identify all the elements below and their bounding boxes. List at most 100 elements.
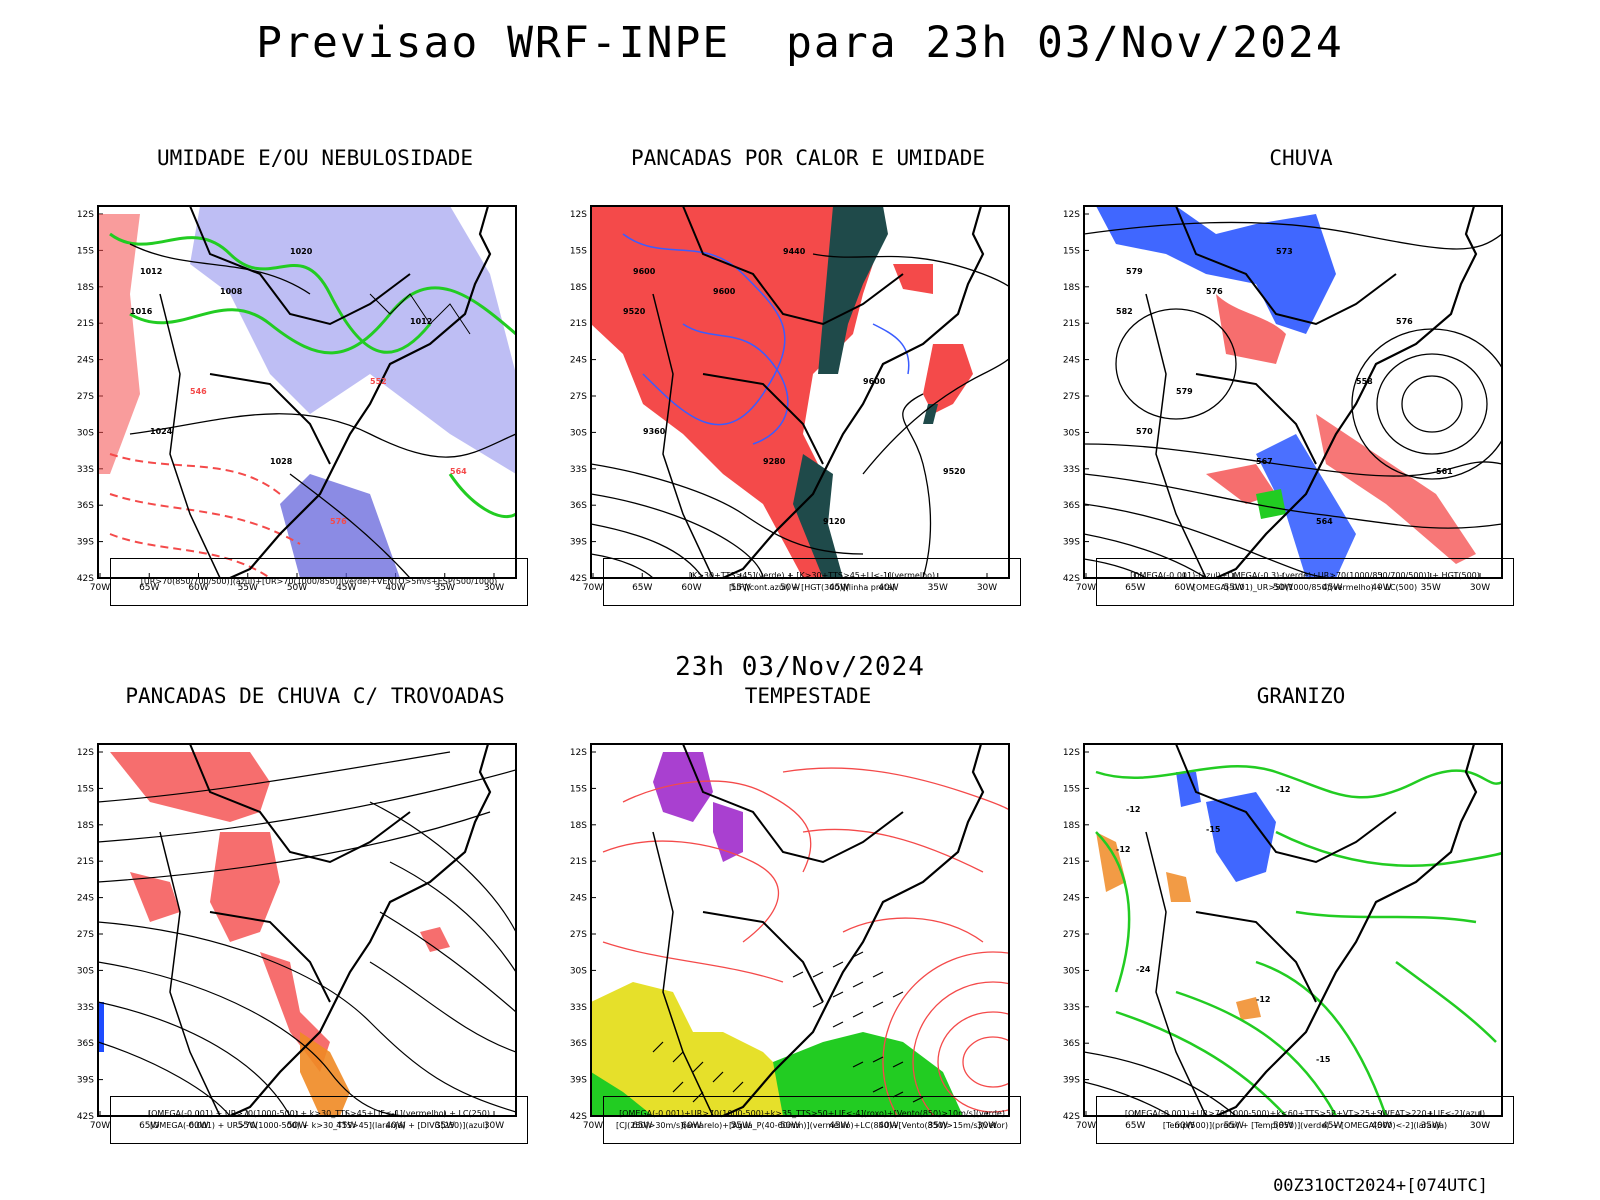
contour-label: 1012 xyxy=(410,317,432,326)
lat-tick-label: 36S xyxy=(77,501,94,511)
lon-tick-label: 50W xyxy=(287,1121,307,1131)
lat-tick-label: 42S xyxy=(570,574,587,584)
lat-tick-label: 36S xyxy=(570,501,587,511)
legend-box: [OMEGA(-0.001) + UR>70(1000-500) + k>30_… xyxy=(110,1096,528,1144)
lat-tick-label: 12S xyxy=(570,748,587,758)
contour-label: 9600 xyxy=(863,377,886,386)
panel-pancadas-calor: PANCADAS POR CALOR E UMIDADE 12S 15S 18S 21… xyxy=(563,146,1053,646)
forecast-time: 23h 03/Nov/2024 xyxy=(675,652,925,682)
lon-tick-label: 35W xyxy=(1421,1121,1441,1131)
lat-tick-label: 18S xyxy=(570,283,587,293)
lon-tick-label: 65W xyxy=(632,583,652,593)
lon-tick-label: 30W xyxy=(1470,583,1490,593)
lat-tick-label: 36S xyxy=(77,1039,94,1049)
contour-label: 582 xyxy=(1116,307,1133,316)
lat-tick-label: 39S xyxy=(77,538,94,548)
lon-tick-label: 30W xyxy=(977,583,997,593)
legend-line-2: [LIF](cont.azul) + [HGT(300)](linha pret… xyxy=(728,583,896,592)
lon-tick-label: 70W xyxy=(90,1121,110,1131)
lat-tick-label: 27S xyxy=(1063,392,1080,402)
lon-tick-label: 40W xyxy=(1371,583,1391,593)
lat-tick-label: 36S xyxy=(570,1039,587,1049)
contour-label: 579 xyxy=(1126,267,1143,276)
lat-tick-label: 12S xyxy=(77,210,94,220)
legend-line-1: [OMEGA(-0.001) + UR>70(1000-500) + k>30_… xyxy=(147,1109,491,1118)
lon-tick-label: 50W xyxy=(780,1121,800,1131)
lat-tick-label: 12S xyxy=(1063,748,1080,758)
lat-tick-label: 42S xyxy=(1063,1112,1080,1122)
lat-tick-label: 33S xyxy=(77,465,94,475)
lon-tick-label: 45W xyxy=(336,583,356,593)
contour-label: 9600 xyxy=(713,287,736,296)
contour-label: -15 xyxy=(1316,1055,1331,1064)
lon-tick-label: 45W xyxy=(336,1121,356,1131)
contour-label: -24 xyxy=(1136,965,1151,974)
panel-granizo: GRANIZO 12S 15S 18S 21S 24S 27S 30S 33S 36S 39S 42… xyxy=(1056,684,1546,1184)
lat-tick-label: 30S xyxy=(1063,428,1080,438)
lat-tick-label: 24S xyxy=(570,894,587,904)
lat-tick-label: 21S xyxy=(1063,319,1080,329)
lat-tick-label: 42S xyxy=(77,1112,94,1122)
lon-tick-label: 60W xyxy=(1174,1121,1194,1131)
lon-tick-label: 65W xyxy=(1125,1121,1145,1131)
lon-tick-label: 45W xyxy=(1322,583,1342,593)
lat-tick-label: 33S xyxy=(570,465,587,475)
lat-tick-label: 24S xyxy=(1063,894,1080,904)
lon-tick-label: 40W xyxy=(878,1121,898,1131)
map-granizo: 12S 15S 18S 21S 24S 27S 30S 33S 36S 39S 42S 70W 65W 6… xyxy=(1056,712,1546,1132)
contour-label: 9280 xyxy=(763,457,786,466)
lon-tick-label: 70W xyxy=(583,1121,603,1131)
lon-tick-label: 55W xyxy=(238,583,258,593)
panel-title: PANCADAS POR CALOR E UMIDADE xyxy=(630,146,985,170)
panel-title: TEMPESTADE xyxy=(744,684,872,708)
lon-tick-label: 55W xyxy=(238,1121,258,1131)
lat-tick-label: 39S xyxy=(1063,538,1080,548)
panel-umidade: UMIDADE E/OU NEBULOSIDADE 12S 15S 18S 21S 24… xyxy=(70,146,560,646)
map-chuva: 12S 15S 18S 21S 24S 27S 30S 33S 36S 39S 42S 70W 65W 6… xyxy=(1056,174,1546,594)
lon-tick-label: 70W xyxy=(90,583,110,593)
contour-label: 564 xyxy=(450,467,467,476)
lat-tick-label: 33S xyxy=(77,1003,94,1013)
lon-tick-label: 35W xyxy=(435,583,455,593)
lon-tick-label: 45W xyxy=(829,1121,849,1131)
lat-tick-label: 21S xyxy=(570,857,587,867)
panel-chuva: CHUVA 12S 15S 18S 21S 24S 27S 30S 33S 36S 39S 42S 7… xyxy=(1056,146,1546,646)
lat-tick-label: 27S xyxy=(77,392,94,402)
legend-line-1: [UR>70(850/700/500)](azul)+[UR>70(1000/8… xyxy=(140,577,498,586)
contour-label: 9120 xyxy=(823,517,846,526)
lat-tick-label: 42S xyxy=(570,1112,587,1122)
contour-label: 570 xyxy=(1136,427,1153,436)
legend-box: [OMEGA(-0.001)+UR>70(1000-500)+k>35_TTS>… xyxy=(603,1096,1021,1144)
lat-tick-label: 15S xyxy=(77,246,94,256)
contour-label: 579 xyxy=(1176,387,1193,396)
lat-tick-label: 42S xyxy=(77,574,94,584)
lat-tick-label: 21S xyxy=(77,857,94,867)
lon-tick-label: 50W xyxy=(780,583,800,593)
lon-tick-label: 55W xyxy=(1224,583,1244,593)
contour-label: -12 xyxy=(1116,845,1130,854)
lat-tick-label: 24S xyxy=(570,356,587,366)
legend-line-2: [OMEGA(-0.01)_UR>50(1000/850)(vermelho) … xyxy=(1192,583,1418,592)
lat-tick-label: 27S xyxy=(1063,930,1080,940)
contour-label: -12 xyxy=(1276,785,1290,794)
lon-tick-label: 60W xyxy=(188,1121,208,1131)
lon-tick-label: 35W xyxy=(1421,583,1441,593)
lon-tick-label: 55W xyxy=(731,583,751,593)
lat-tick-label: 21S xyxy=(570,319,587,329)
lon-tick-label: 55W xyxy=(1224,1121,1244,1131)
lat-tick-label: 27S xyxy=(77,930,94,940)
lon-tick-label: 35W xyxy=(928,1121,948,1131)
contour-label: 9360 xyxy=(643,427,666,436)
contour-label: 9520 xyxy=(623,307,646,316)
lon-tick-label: 70W xyxy=(1076,583,1096,593)
contour-label: 564 xyxy=(1316,517,1333,526)
map-umidade: 12S 15S 18S 21S 24S 27S 30S 33S 36S 39S 42S 70W 65W 6… xyxy=(70,174,560,594)
panel-trovoadas: PANCADAS DE CHUVA C/ TROVOADAS 12S 15S 18S… xyxy=(70,684,560,1184)
contour-label: 546 xyxy=(190,387,207,396)
contour-label: 9600 xyxy=(633,267,656,276)
contour-label: 552 xyxy=(370,377,387,386)
contour-label: 9520 xyxy=(943,467,966,476)
lon-tick-label: 60W xyxy=(1174,583,1194,593)
